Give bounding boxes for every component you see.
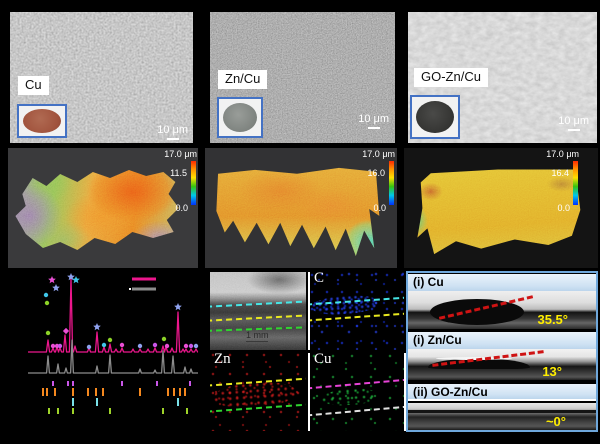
contact-angle-value-zncu: 13° [542,364,562,379]
eds-map-cu: Cu [308,353,406,431]
sem-texture [210,272,306,350]
topo-panel-zncu: 17.0 μm 16.0 0.0 [205,148,397,268]
scale-bar-zncu: 10 μm [358,114,389,129]
contact-angle-panel: (i) Cu 35.5° (i) Zn/Cu 13° (ii) GO-Zn/Cu… [406,271,598,432]
contact-angle-row-cu: (i) Cu 35.5° [408,274,596,329]
scale-bar-cu: 10 μm [157,125,188,140]
scale-label: 10 μm [358,113,389,125]
sample-disc-zncu [222,102,258,133]
scale-bar-gozncu: 10 μm [558,116,589,131]
contact-angle-value-gozncu: ~0° [545,414,566,429]
eds-map-label-cu: Cu [314,353,332,367]
flat-film-line [408,410,596,413]
droplet-cu [430,299,524,325]
xrd-chart-svg [28,273,199,414]
sem-panel-gozncu: GO-Zn/Cu 10 μm [408,12,597,143]
topo-surface-gozncu [417,169,581,255]
sample-photo-inset-zncu [217,97,263,138]
sample-disc-cu [23,109,61,133]
droplet-zncu [428,359,530,369]
sample-label-zncu: Zn/Cu [218,70,268,89]
topo-surface-cu [15,170,179,250]
colorbar-mid-label: 11.5 [170,168,187,178]
xrd-chart [0,272,205,444]
contact-angle-row-gozncu: (ii) GO-Zn/Cu ~0° [408,384,596,430]
droplet-highlight [436,357,512,360]
scale-bar-line [367,127,380,129]
colorbar-mid-label: 16.4 [551,168,569,178]
scale-bar-line [567,129,580,131]
scale-bar-line [166,138,179,140]
colorbar-max-label: 17.0 μm [362,149,395,159]
colorbar-max-label: 17.0 μm [546,149,579,159]
colorbar-gradient [573,161,578,205]
scale-label: 10 μm [157,124,188,136]
contact-angle-label-zncu: (i) Zn/Cu [408,332,596,349]
eds-panel: 1 mm C Zn Cu [207,272,406,433]
eds-sem-cross-section: 1 mm [210,272,306,350]
colorbar-gozncu: 17.0 μm 16.4 0.0 [519,149,579,219]
sem-scale-line [246,341,269,342]
topo-panel-gozncu: 17.0 μm 16.4 0.0 [404,148,598,268]
topo-texture [417,169,581,255]
sem-panel-zncu: Zn/Cu 10 μm [210,12,395,143]
eds-map-label-c: C [314,272,325,286]
sample-label-cu: Cu [18,76,49,95]
sem-panel-cu: Cu 10 μm [10,12,193,143]
sample-label-gozncu: GO-Zn/Cu [414,68,488,87]
sem-scale-label: 1 mm [246,330,269,340]
contact-angle-value-cu: 35.5° [537,312,568,327]
colorbar-mid-label: 16.0 [367,168,385,178]
colorbar-min-label: 0.0 [557,203,570,213]
sample-photo-inset-gozncu [410,95,460,139]
sample-photo-inset-cu [17,104,67,138]
eds-map-c: C [308,272,404,350]
topo-panel-cu: 17.0 μm 11.5 0.0 [8,148,198,268]
colorbar-zncu: 17.0 μm 16.0 0.0 [335,149,395,219]
eds-map-zn: Zn [210,353,306,431]
colorbar-min-label: 0.0 [175,203,188,213]
colorbar-gradient [389,161,394,205]
sample-disc-gozncu [416,101,454,133]
colorbar-min-label: 0.0 [373,203,386,213]
contact-angle-image-gozncu: ~0° [408,403,596,430]
contact-angle-row-zncu: (i) Zn/Cu 13° [408,332,596,380]
colorbar-cu: 17.0 μm 11.5 0.0 [137,149,197,219]
scale-label: 10 μm [558,115,589,127]
contact-angle-image-zncu: 13° [408,349,596,380]
sem-scale-bar: 1 mm [246,330,269,342]
eds-map-label-zn: Zn [214,353,231,367]
colorbar-max-label: 17.0 μm [164,149,197,159]
contact-angle-label-cu: (i) Cu [408,274,596,291]
contact-angle-label-gozncu: (ii) GO-Zn/Cu [408,384,596,401]
contact-angle-image-cu: 35.5° [408,291,596,329]
colorbar-gradient [191,161,196,205]
